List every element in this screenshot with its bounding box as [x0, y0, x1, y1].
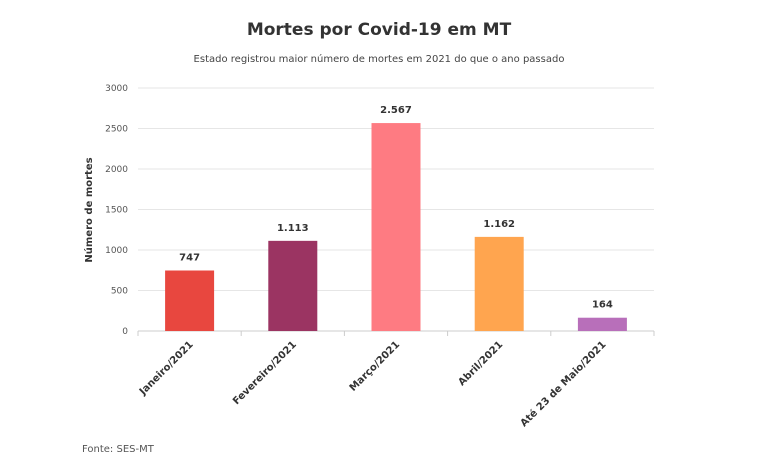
y-axis-ticks: 0 500 1000 1500 2000 2500 3000: [105, 84, 128, 337]
chart-title: Mortes por Covid-19 em MT: [247, 20, 512, 40]
x-tick-label: Fevereiro/2021: [231, 339, 299, 407]
y-tick-label: 3000: [105, 84, 128, 94]
chart-subtitle: Estado registrou maior número de mortes …: [194, 53, 565, 65]
y-tick-label: 2000: [105, 165, 128, 175]
source-note: Fonte: SES-MT: [82, 444, 155, 455]
bar[interactable]: [474, 236, 524, 331]
data-labels: 747 1.113 2.567 1.162 164: [179, 105, 613, 311]
y-tick-label: 2500: [105, 125, 128, 135]
data-label: 1.162: [483, 219, 515, 230]
x-axis-ticks: Janeiro/2021 Fevereiro/2021 Março/2021 Abri…: [137, 331, 655, 430]
bars: [165, 123, 627, 331]
x-tick-label: Abril/2021: [456, 339, 505, 388]
data-label: 747: [179, 252, 200, 263]
y-axis-label: Número de mortes: [83, 157, 95, 262]
x-tick-label: Janeiro/2021: [137, 339, 196, 398]
x-tick-label: Março/2021: [348, 339, 402, 393]
y-tick-label: 0: [122, 327, 128, 337]
y-tick-label: 500: [111, 287, 128, 297]
y-tick-label: 1500: [105, 206, 128, 216]
bar[interactable]: [577, 317, 627, 331]
y-tick-label: 1000: [105, 246, 128, 256]
data-label: 2.567: [380, 105, 412, 116]
bar[interactable]: [268, 240, 318, 331]
x-tick-label: Até 23 de Maio/2021: [518, 339, 609, 430]
bar[interactable]: [371, 123, 421, 331]
data-label: 1.113: [277, 223, 309, 234]
data-label: 164: [592, 300, 613, 311]
bar[interactable]: [165, 270, 215, 331]
